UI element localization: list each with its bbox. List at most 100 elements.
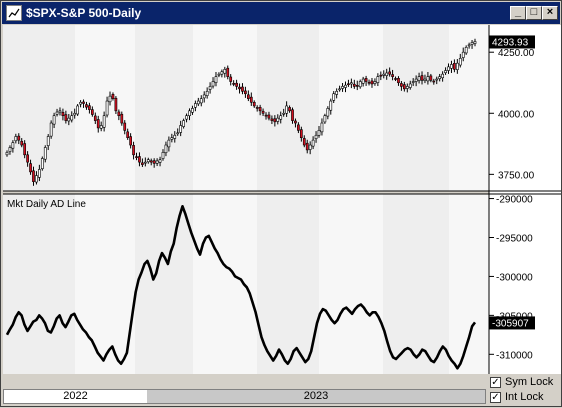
candle-body — [90, 109, 94, 115]
candle-body — [461, 51, 465, 58]
candle-body — [161, 152, 165, 159]
candle-body — [58, 110, 62, 113]
candle-body — [470, 42, 474, 45]
candle-body — [264, 114, 268, 117]
candle-body — [155, 160, 159, 164]
candle-body — [223, 69, 227, 74]
month-band-ad — [257, 194, 319, 374]
candle-body — [238, 86, 241, 90]
ad-y-tick-label: -300000 — [496, 272, 533, 283]
candle-body — [235, 82, 238, 87]
candle-body — [108, 95, 112, 103]
candle-body — [114, 97, 118, 112]
candle-body — [244, 90, 247, 95]
candle-body — [388, 71, 392, 75]
candle-body — [332, 93, 336, 101]
candle-body — [73, 112, 77, 116]
candle-body — [444, 70, 447, 74]
candle-body — [11, 142, 15, 149]
candle-body — [202, 94, 206, 99]
candle-body — [294, 120, 297, 124]
candle-body — [341, 86, 344, 89]
minimize-button[interactable]: _ — [510, 6, 526, 20]
candle-body — [70, 115, 74, 121]
month-band-price — [383, 25, 449, 191]
price-y-ticks: 4250.00 4000.00 3750.00 — [489, 48, 535, 181]
candle-body — [158, 159, 162, 163]
candle-body — [411, 81, 415, 83]
candle-body — [32, 170, 35, 182]
price-y-tick-label: 3750.00 — [498, 170, 535, 181]
candle-body — [79, 101, 82, 105]
candle-body — [5, 152, 9, 156]
candle-body — [232, 83, 236, 85]
ad-y-tick-label: -310000 — [496, 350, 533, 361]
candle-body — [167, 139, 171, 148]
candle-body — [102, 115, 106, 128]
candle-body — [217, 73, 221, 76]
candle-body — [199, 98, 203, 104]
chart-app-icon — [6, 5, 22, 21]
candle-body — [405, 86, 409, 89]
candle-body — [205, 90, 209, 96]
candle-body — [196, 100, 200, 105]
month-shading-bands — [3, 25, 489, 374]
candle-body — [285, 105, 288, 114]
candle-body — [438, 76, 442, 80]
price-last-value-label: 4293.93 — [492, 37, 529, 48]
candle-body — [46, 136, 50, 146]
candle-body — [152, 160, 156, 164]
candle-body — [135, 156, 138, 158]
candle-body — [338, 88, 341, 91]
candle-body — [179, 125, 183, 133]
chart-app-icon-graphic — [8, 8, 20, 18]
year-label-2022: 2022 — [4, 390, 147, 403]
candle-body — [173, 134, 177, 139]
candle-body — [55, 111, 59, 115]
candle-body — [352, 83, 356, 87]
int-lock-label: Int Lock — [505, 391, 544, 403]
candle-body — [14, 136, 18, 142]
month-band-price — [449, 25, 489, 191]
candle-body — [185, 115, 188, 120]
candle-body — [335, 90, 339, 95]
ad-last-value-box — [489, 316, 535, 330]
candle-body — [170, 137, 174, 140]
candle-body — [323, 115, 327, 123]
candle-body — [402, 84, 406, 90]
maximize-button[interactable]: □ — [526, 6, 542, 20]
candle-body — [141, 162, 144, 165]
candle-body — [326, 108, 330, 117]
ad-y-tick-label: -290000 — [496, 195, 533, 206]
price-last-value-box — [489, 35, 535, 49]
chart-area: 4250.00 4000.00 3750.00 4293.93 Mkt Daily … — [3, 25, 561, 374]
candle-body — [20, 140, 24, 146]
candle-body — [270, 118, 274, 121]
candle-body — [267, 114, 271, 119]
candle-body — [255, 107, 259, 109]
close-button[interactable]: × — [542, 6, 558, 20]
candle-body — [258, 106, 262, 112]
sym-lock-label: Sym Lock — [505, 376, 554, 388]
candle-body — [435, 78, 439, 81]
candle-body — [299, 129, 303, 139]
candle-body — [317, 130, 321, 136]
title-bar[interactable]: $SPX-S&P 500-Daily _ □ × — [2, 2, 560, 24]
month-band-ad — [319, 194, 383, 374]
int-lock-checkbox[interactable]: ✓ — [490, 392, 501, 403]
sym-lock-checkbox[interactable]: ✓ — [490, 377, 501, 388]
candle-body — [320, 122, 324, 133]
candle-body — [426, 76, 430, 82]
candle-body — [126, 131, 130, 139]
month-band-ad — [3, 194, 75, 374]
candle-body — [8, 147, 12, 152]
candle-body — [370, 80, 374, 85]
candle-body — [149, 160, 153, 163]
candle-body — [176, 132, 180, 135]
candle-body — [455, 62, 459, 70]
candle-body — [441, 73, 444, 79]
candle-body — [111, 94, 115, 99]
candle-body — [67, 117, 71, 122]
candle-body — [394, 78, 397, 80]
